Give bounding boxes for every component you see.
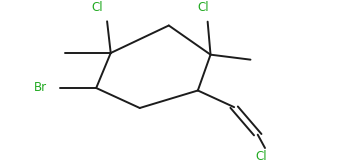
Text: Br: Br <box>34 81 47 94</box>
Text: Cl: Cl <box>197 2 209 14</box>
Text: Cl: Cl <box>256 150 267 163</box>
Text: Cl: Cl <box>91 2 103 14</box>
